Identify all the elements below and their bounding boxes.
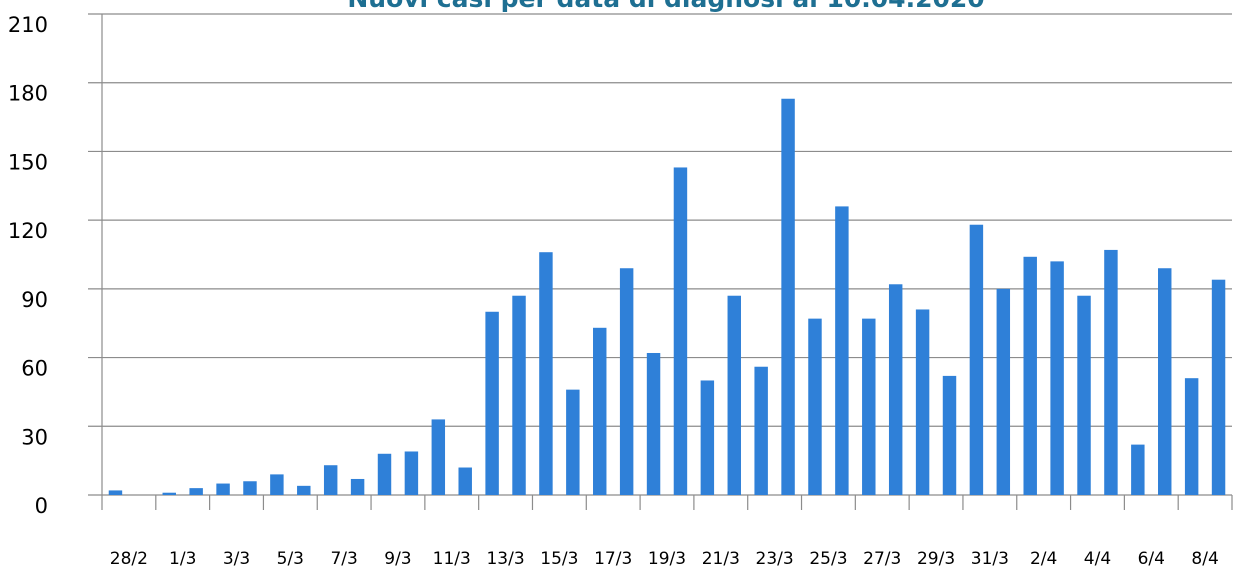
x-tick-label: 2/4 <box>1030 549 1057 569</box>
x-tick-label: 5/3 <box>277 549 304 569</box>
x-tick-label: 23/3 <box>756 549 794 569</box>
x-tick-label: 25/3 <box>809 549 847 569</box>
bar <box>1184 378 1199 495</box>
bar <box>593 327 607 495</box>
bar <box>646 352 661 495</box>
bar <box>1131 444 1145 495</box>
y-tick-label: 180 <box>8 82 48 106</box>
x-tick-label: 8/4 <box>1191 549 1218 569</box>
bar <box>1023 256 1037 495</box>
bar <box>835 206 849 495</box>
bar <box>1104 249 1118 495</box>
y-tick-label: 30 <box>21 425 48 449</box>
bar <box>1158 268 1172 495</box>
bar <box>323 465 338 495</box>
x-tick-label: 7/3 <box>330 549 357 569</box>
bar <box>1050 261 1064 495</box>
bar <box>942 375 957 495</box>
bar <box>781 98 795 495</box>
y-tick-label: 120 <box>8 219 48 243</box>
x-tick-label: 3/3 <box>223 549 250 569</box>
y-tick-label: 210 <box>8 13 48 37</box>
bar <box>969 224 984 495</box>
bar <box>431 419 446 495</box>
bar <box>297 485 311 495</box>
bar <box>1077 295 1091 495</box>
x-tick-label: 11/3 <box>433 549 471 569</box>
bar <box>862 318 876 495</box>
bar <box>1211 279 1226 495</box>
x-tick-label: 6/4 <box>1138 549 1165 569</box>
x-tick-label: 29/3 <box>917 549 955 569</box>
bar <box>996 288 1011 495</box>
x-tick-label: 27/3 <box>863 549 901 569</box>
y-tick-label: 60 <box>21 357 48 381</box>
bar <box>458 467 472 495</box>
x-tick-label: 9/3 <box>384 549 411 569</box>
chart-title: Nuovi casi per data di diagnosi al 10.04… <box>347 0 984 13</box>
bar <box>539 252 553 495</box>
bar <box>727 295 741 495</box>
bar <box>350 478 365 495</box>
bar <box>512 295 526 495</box>
bar <box>162 492 176 495</box>
y-tick-label: 150 <box>8 150 48 174</box>
bar <box>108 490 123 495</box>
bar <box>700 380 715 495</box>
bar <box>189 488 203 495</box>
bar <box>566 389 580 495</box>
bar <box>808 318 822 495</box>
x-tick-label: 28/2 <box>110 549 148 569</box>
x-tick-label: 17/3 <box>594 549 632 569</box>
x-tick-label: 21/3 <box>702 549 740 569</box>
x-tick-label: 31/3 <box>971 549 1009 569</box>
bar <box>270 474 284 495</box>
bar <box>915 309 930 495</box>
bar <box>619 268 634 495</box>
bar <box>485 311 499 495</box>
y-tick-label: 90 <box>21 288 48 312</box>
y-tick-label: 0 <box>35 494 48 518</box>
bar <box>243 481 257 495</box>
bar <box>888 284 903 495</box>
bar <box>404 451 419 495</box>
bar <box>377 453 392 495</box>
bar <box>754 366 768 495</box>
bar <box>216 483 230 495</box>
x-tick-label: 13/3 <box>486 549 524 569</box>
x-tick-label: 15/3 <box>540 549 578 569</box>
x-tick-label: 1/3 <box>169 549 196 569</box>
x-tick-label: 19/3 <box>648 549 686 569</box>
x-tick-label: 4/4 <box>1084 549 1111 569</box>
bar <box>673 167 688 495</box>
